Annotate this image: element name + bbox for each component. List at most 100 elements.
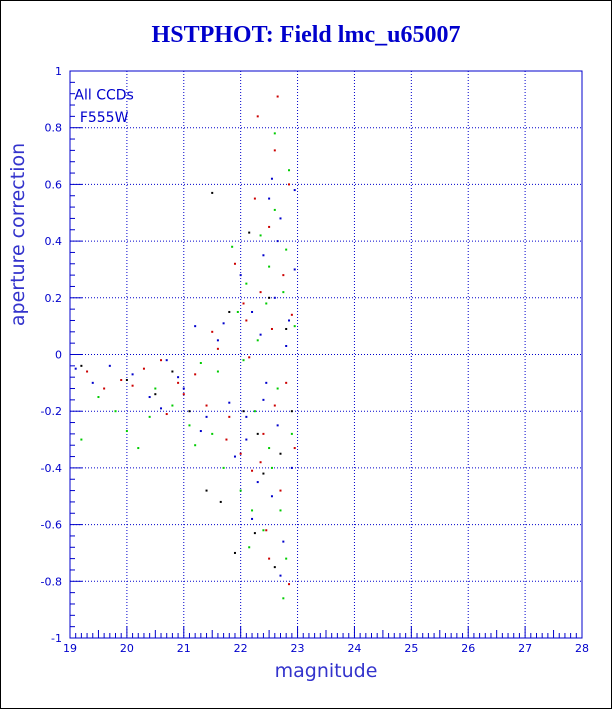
data-point	[285, 557, 288, 560]
data-point	[276, 240, 279, 243]
data-point	[288, 169, 291, 172]
y-tick-label: 0.8	[45, 122, 63, 135]
data-point	[256, 481, 259, 484]
data-point	[165, 413, 168, 416]
y-tick-label: -0.4	[41, 462, 62, 475]
data-point	[290, 313, 293, 316]
data-point	[279, 489, 282, 492]
data-point	[268, 197, 271, 200]
data-point	[262, 529, 265, 532]
y-tick-label: 0	[55, 349, 62, 362]
data-point	[251, 469, 254, 472]
data-point	[273, 208, 276, 211]
data-point	[256, 339, 259, 342]
data-point	[188, 424, 191, 427]
data-point	[236, 310, 239, 313]
data-point	[239, 489, 242, 492]
data-point	[293, 325, 296, 328]
data-point	[108, 364, 111, 367]
data-point	[282, 291, 285, 294]
data-point	[251, 310, 254, 313]
y-tick-labels: -1 -0.8 -0.6 -0.4 -0.2 0 0.2 0.4 0.6 0.8 1	[41, 65, 62, 645]
y-tick-label: -0.2	[41, 405, 62, 418]
data-point	[91, 381, 94, 384]
data-point	[282, 274, 285, 277]
data-point	[259, 234, 262, 237]
data-point	[290, 432, 293, 435]
annotation-ccds: All CCDs	[74, 87, 133, 103]
x-tick-label: 21	[177, 642, 191, 655]
data-point	[86, 370, 89, 373]
x-tick-label: 27	[518, 642, 532, 655]
data-point	[248, 356, 251, 359]
data-point	[282, 597, 285, 600]
data-point	[270, 466, 273, 469]
data-point	[259, 333, 262, 336]
axis-ticks	[69, 70, 583, 639]
data-point	[125, 379, 128, 382]
data-point	[262, 254, 265, 257]
data-point	[131, 384, 134, 387]
data-point	[211, 191, 214, 194]
data-point	[251, 517, 254, 520]
data-point	[188, 410, 191, 413]
data-point	[279, 509, 282, 512]
data-point	[205, 415, 208, 418]
data-point	[216, 339, 219, 342]
data-point	[177, 376, 180, 379]
x-tick-label: 19	[63, 642, 77, 655]
y-tick-label: -0.8	[41, 575, 62, 588]
y-axis-label: aperture correction	[7, 143, 29, 326]
data-point	[253, 532, 256, 535]
x-tick-label: 20	[120, 642, 134, 655]
y-tick-label: 1	[55, 65, 62, 78]
data-point	[148, 396, 151, 399]
data-point	[253, 410, 256, 413]
data-point	[165, 359, 168, 362]
data-point	[288, 583, 291, 586]
data-point	[205, 404, 208, 407]
data-point	[154, 393, 157, 396]
data-point	[268, 557, 271, 560]
data-point	[285, 381, 288, 384]
data-point	[270, 327, 273, 330]
data-point	[268, 265, 271, 268]
data-point	[259, 291, 262, 294]
x-tick-label: 22	[234, 642, 248, 655]
data-point	[273, 132, 276, 135]
data-point	[239, 274, 242, 277]
data-point	[245, 319, 248, 322]
data-point	[245, 438, 248, 441]
data-point	[137, 447, 140, 450]
x-tick-label: 24	[347, 642, 361, 655]
data-point	[242, 359, 245, 362]
data-point	[211, 330, 214, 333]
data-point	[293, 189, 296, 192]
data-point	[242, 302, 245, 305]
data-point	[194, 325, 197, 328]
data-point	[216, 370, 219, 373]
x-tick-labels: 19 20 21 22 23 24 25 26 27 28	[63, 642, 589, 655]
data-point	[142, 367, 145, 370]
data-point	[262, 472, 265, 475]
data-point	[259, 461, 262, 464]
data-point	[285, 344, 288, 347]
data-point	[239, 452, 242, 455]
data-point	[276, 387, 279, 390]
data-point	[248, 231, 251, 234]
data-point	[276, 95, 279, 98]
data-point	[293, 447, 296, 450]
data-point	[245, 415, 248, 418]
data-point	[131, 373, 134, 376]
x-tick-label: 25	[404, 642, 418, 655]
data-point	[256, 115, 259, 118]
data-point	[262, 432, 265, 435]
data-point	[80, 364, 83, 367]
data-point	[288, 183, 291, 186]
data-point	[265, 529, 268, 532]
data-point	[103, 387, 106, 390]
chart-title: HSTPHOT: Field lmc_u65007	[151, 22, 461, 48]
data-point	[228, 401, 231, 404]
data-point	[171, 370, 174, 373]
data-point	[222, 466, 225, 469]
